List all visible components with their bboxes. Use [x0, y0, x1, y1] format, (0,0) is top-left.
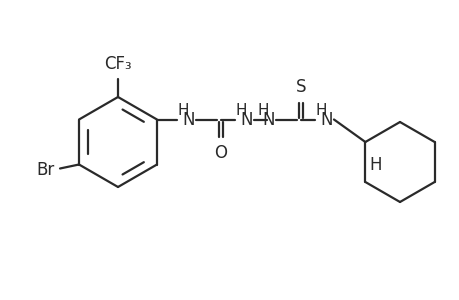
Text: H: H [257, 103, 268, 118]
Text: H: H [369, 156, 381, 174]
Text: N: N [320, 110, 332, 128]
Text: Br: Br [37, 160, 55, 178]
Text: S: S [295, 77, 306, 95]
Text: N: N [262, 110, 274, 128]
Text: N: N [182, 110, 195, 128]
Text: O: O [214, 143, 227, 161]
Text: N: N [240, 110, 252, 128]
Text: H: H [177, 103, 188, 118]
Text: CF₃: CF₃ [104, 55, 132, 73]
Text: H: H [314, 103, 326, 118]
Text: H: H [235, 103, 246, 118]
